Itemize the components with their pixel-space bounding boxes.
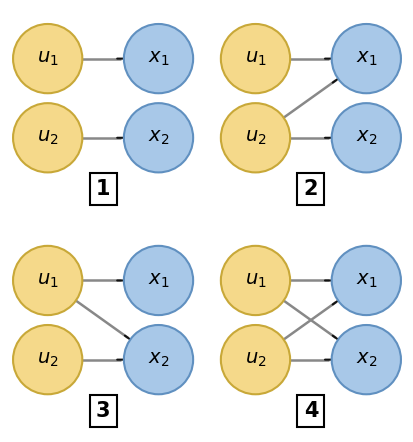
Text: $x_2$: $x_2$ (147, 351, 169, 369)
Circle shape (123, 103, 193, 172)
Text: 4: 4 (303, 401, 317, 421)
Text: $x_2$: $x_2$ (355, 129, 376, 147)
Text: 3: 3 (96, 401, 110, 421)
Text: 2: 2 (303, 179, 317, 199)
Text: $u_1$: $u_1$ (37, 271, 58, 290)
Circle shape (13, 103, 82, 172)
Text: $x_2$: $x_2$ (355, 351, 376, 369)
Text: 1: 1 (96, 179, 110, 199)
Circle shape (13, 325, 82, 394)
Circle shape (220, 24, 290, 93)
Text: $u_1$: $u_1$ (244, 271, 266, 290)
Circle shape (220, 103, 290, 172)
Text: $u_1$: $u_1$ (37, 50, 58, 68)
Circle shape (123, 24, 193, 93)
Text: $u_2$: $u_2$ (37, 351, 58, 369)
Text: $x_1$: $x_1$ (147, 50, 169, 68)
Text: $x_2$: $x_2$ (147, 129, 169, 147)
Circle shape (13, 246, 82, 315)
Text: $u_2$: $u_2$ (244, 351, 266, 369)
Text: $x_1$: $x_1$ (355, 50, 376, 68)
Text: $x_1$: $x_1$ (147, 271, 169, 290)
Circle shape (123, 325, 193, 394)
Circle shape (331, 24, 400, 93)
Text: $u_2$: $u_2$ (37, 129, 58, 147)
Circle shape (331, 103, 400, 172)
Circle shape (123, 246, 193, 315)
Text: $u_2$: $u_2$ (244, 129, 266, 147)
Circle shape (13, 24, 82, 93)
Circle shape (331, 325, 400, 394)
Text: $u_1$: $u_1$ (244, 50, 266, 68)
Circle shape (220, 246, 290, 315)
Circle shape (220, 325, 290, 394)
Circle shape (331, 246, 400, 315)
Text: $x_1$: $x_1$ (355, 271, 376, 290)
